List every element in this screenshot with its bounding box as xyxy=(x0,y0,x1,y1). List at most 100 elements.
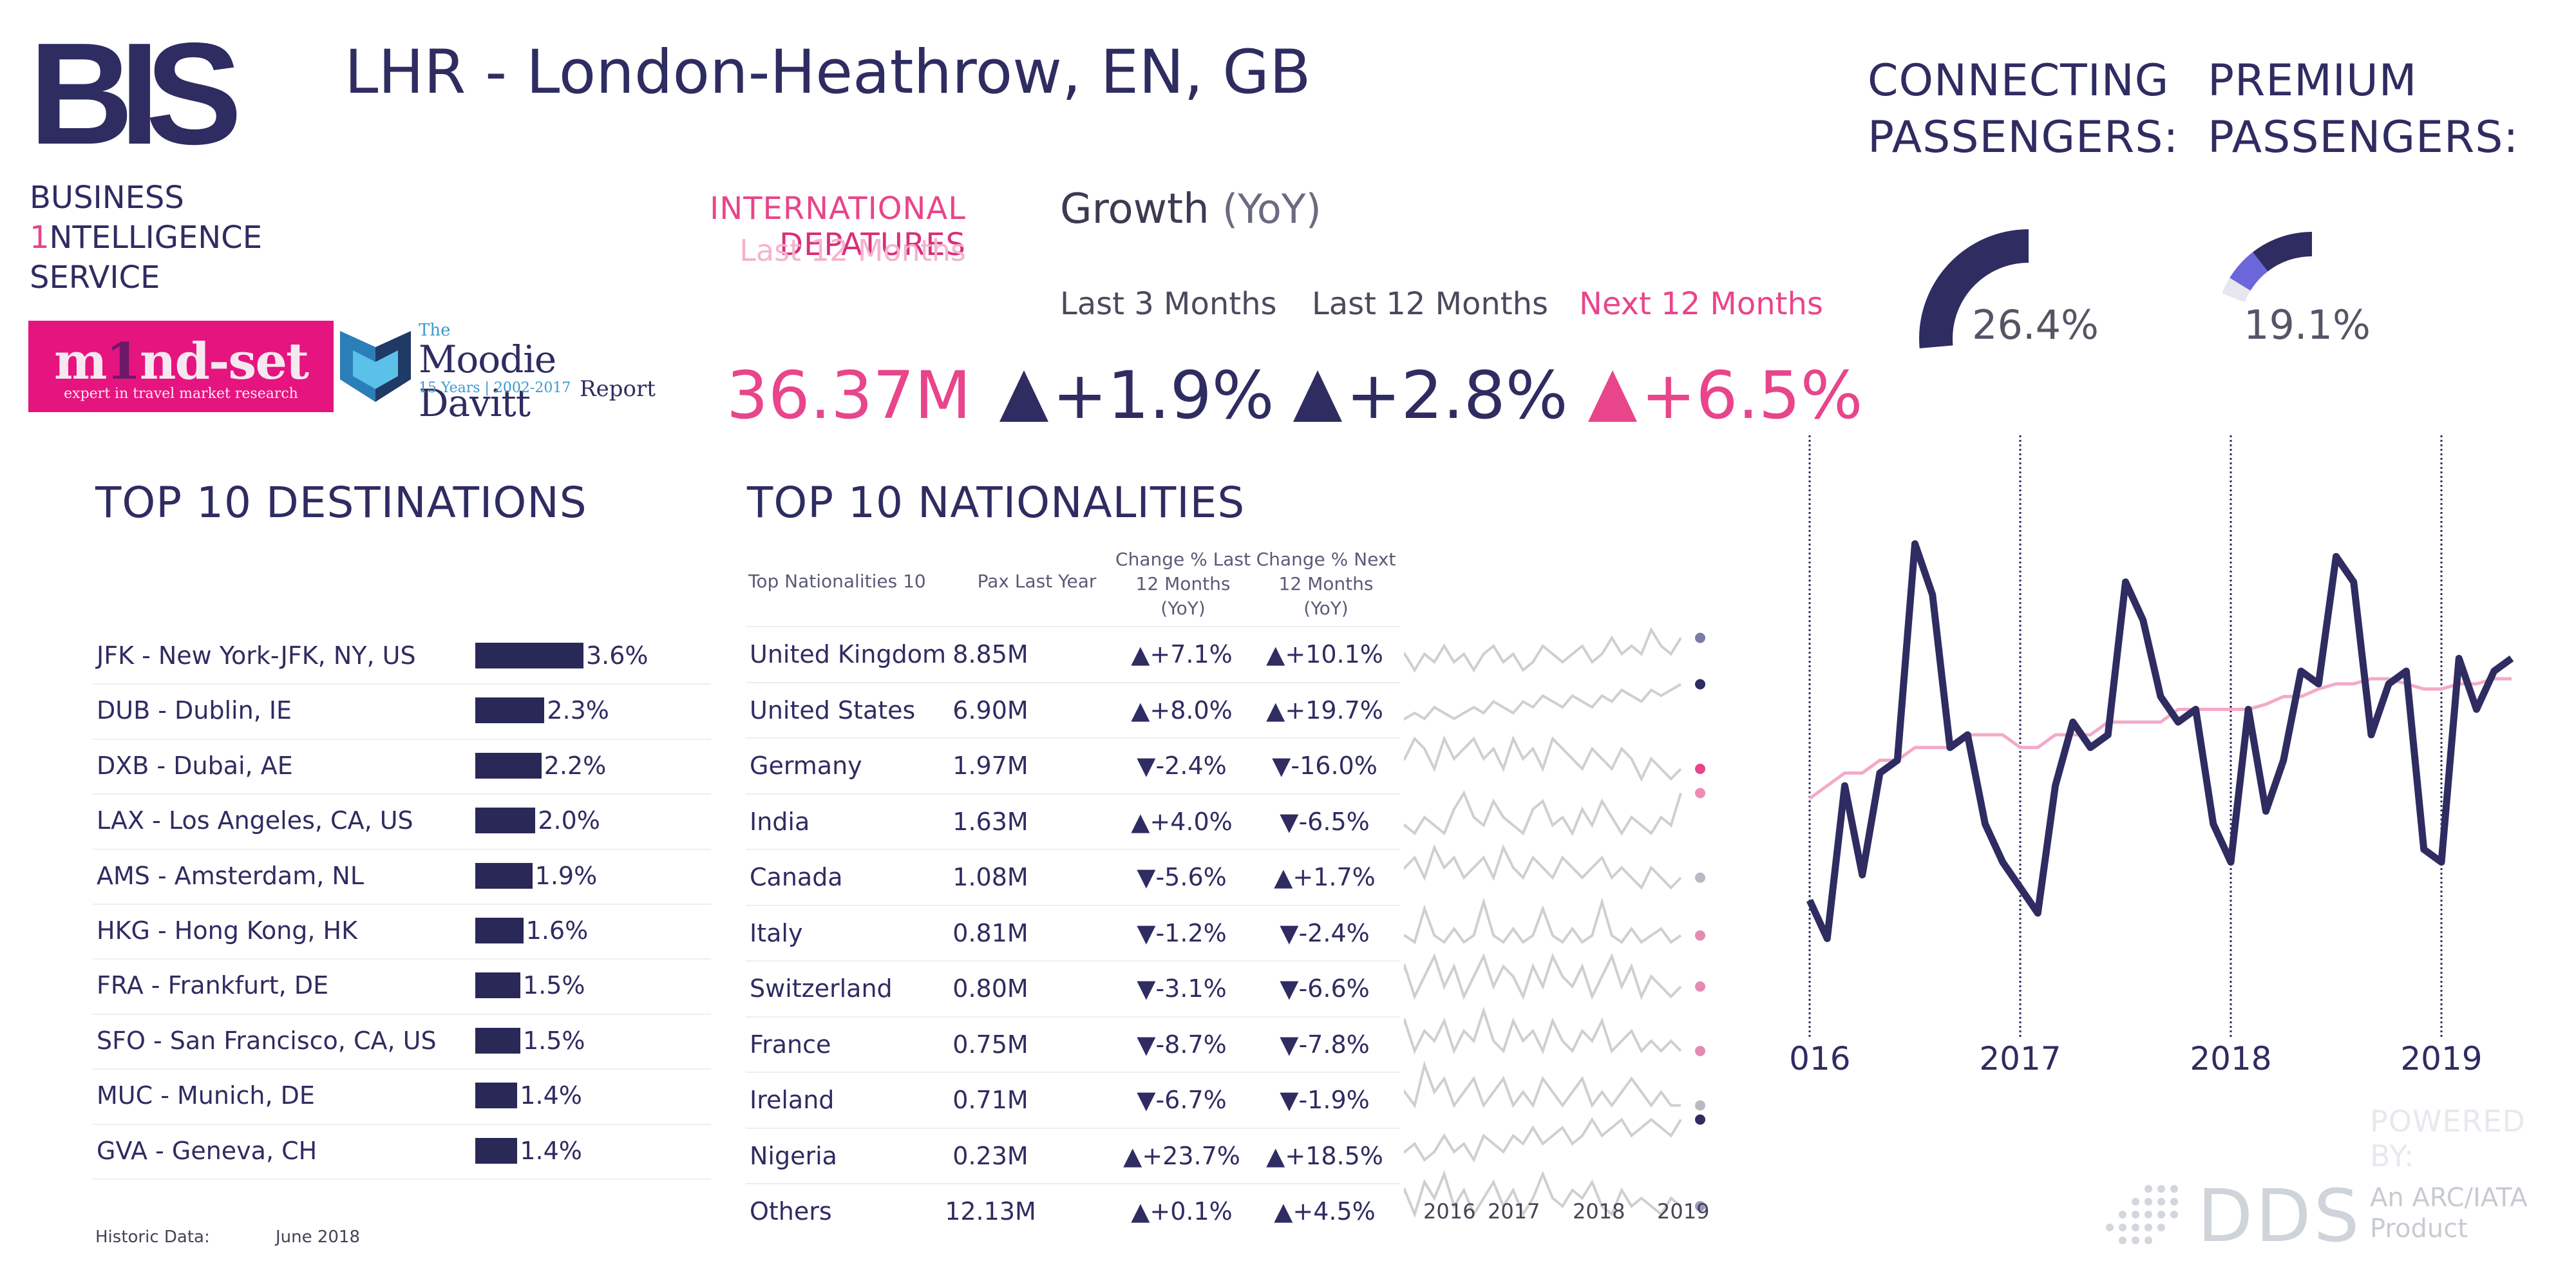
destination-bar xyxy=(475,1027,520,1054)
nat-header-change-last-2: 12 Months xyxy=(1135,573,1231,594)
destination-bar xyxy=(475,697,545,724)
sparkline-end-dot xyxy=(1695,679,1705,690)
mindset-one: 1 xyxy=(106,332,141,391)
sparkline xyxy=(1404,952,1682,1000)
x-tick-label: 2016 xyxy=(1790,1040,1851,1077)
departures-label-b: DEPATURES xyxy=(779,227,966,263)
destination-pct: 1.4% xyxy=(520,1136,582,1165)
destination-row: GVA - Geneva, CH 1.4% xyxy=(93,1125,711,1180)
nationalities-table: United Kingdom 8.85M ▲+7.1% ▲+10.1% United S… xyxy=(746,626,1400,1239)
sparkline-end-dot xyxy=(1695,1201,1705,1211)
nationality-change-next: ▲+4.5% xyxy=(1274,1197,1376,1226)
bis-line-2: 1NTELLIGENCE xyxy=(30,218,262,258)
moodie-the: The xyxy=(419,321,451,340)
dds-subtitle-2: Product xyxy=(2370,1214,2468,1244)
nationality-row: United States 6.90M ▲+8.0% ▲+19.7% xyxy=(746,681,1400,738)
destination-row: DUB - Dublin, IE 2.3% xyxy=(93,685,711,740)
connecting-label-1: CONNECTING xyxy=(1868,55,2170,106)
nationality-name: India xyxy=(750,807,810,836)
nationality-pax: 0.75M xyxy=(952,1030,1028,1059)
nationality-change-next: ▼-6.5% xyxy=(1280,807,1370,836)
destination-bar xyxy=(475,862,533,889)
nationality-pax: 0.71M xyxy=(952,1086,1028,1114)
nationality-change-next: ▲+10.1% xyxy=(1266,640,1383,668)
destination-name: DUB - Dublin, IE xyxy=(97,696,292,725)
nationality-pax: 0.81M xyxy=(952,918,1028,947)
departures-label: INTERNATIONAL DEPATURES xyxy=(528,191,966,263)
moodie-report: Report xyxy=(580,376,656,402)
destination-pct: 1.4% xyxy=(520,1081,582,1110)
nationality-name: Nigeria xyxy=(750,1141,837,1170)
nat-header-change-last-1: Change % Last xyxy=(1115,549,1251,570)
page-title: LHR - London-Heathrow, EN, GB xyxy=(345,37,1311,108)
sparkline-end-dot xyxy=(1695,763,1705,774)
nationality-change-last: ▲+8.0% xyxy=(1131,696,1233,724)
nationality-change-next: ▼-6.6% xyxy=(1280,974,1370,1003)
sparkline-year-label: 2018 xyxy=(1573,1199,1625,1224)
destination-pct: 1.9% xyxy=(535,861,598,890)
departures-trend-chart: 2016 2017 2018 2019 xyxy=(1790,435,2514,1077)
sparkline xyxy=(1404,897,1682,945)
premium-label-1: PREMIUM xyxy=(2208,55,2418,106)
x-tick-label: 2019 xyxy=(2400,1040,2482,1077)
sparkline-end-dot xyxy=(1695,872,1705,883)
sparkline xyxy=(1404,683,1682,721)
destination-pct: 2.3% xyxy=(547,696,609,725)
sparkline xyxy=(1404,1170,1682,1218)
growth-value-last-3: +1.9% xyxy=(999,357,1274,434)
mindset-m: m xyxy=(53,332,108,391)
nationality-pax: 1.97M xyxy=(952,752,1028,780)
nationality-name: France xyxy=(750,1030,831,1059)
premium-gauge-arc xyxy=(2253,232,2312,272)
departures-value: 36.37M xyxy=(726,357,972,434)
mindset-wordmark: m1nd-set xyxy=(28,332,334,391)
growth-value-last-12: +2.8% xyxy=(1293,357,1568,434)
destination-name: AMS - Amsterdam, NL xyxy=(97,861,364,890)
nat-header-change-next-2: 12 Months xyxy=(1278,573,1374,594)
destination-row: LAX - Los Angeles, CA, US 2.0% xyxy=(93,795,711,850)
sparkline-end-dot xyxy=(1695,1114,1705,1125)
nationality-sparklines: 2016 2017 2018 2019 xyxy=(1404,627,1709,1224)
premium-label: PREMIUM PASSENGERS: xyxy=(2208,53,2519,166)
nationality-name: Switzerland xyxy=(750,974,893,1003)
destination-row: JFK - New York-JFK, NY, US 3.6% xyxy=(93,630,711,685)
nat-header-pax: Pax Last Year xyxy=(977,571,1097,592)
nat-header-change-last-3: (YoY) xyxy=(1160,598,1206,619)
nationality-change-next: ▼-16.0% xyxy=(1272,752,1378,780)
bis-logo: BIS xyxy=(29,29,251,158)
destination-name: DXB - Dubai, AE xyxy=(97,751,293,780)
growth-value-next-12-text: +6.5% xyxy=(1641,357,1863,434)
destinations-title: TOP 10 DESTINATIONS xyxy=(95,478,587,527)
destination-bar xyxy=(475,972,520,999)
nationality-change-last: ▼-5.6% xyxy=(1137,863,1227,891)
series-line-actual xyxy=(1806,540,2514,942)
nationality-change-last: ▲+0.1% xyxy=(1131,1197,1233,1226)
departures-period: Last 12 Months xyxy=(739,233,966,268)
connecting-label-2: PASSENGERS: xyxy=(1868,112,2179,163)
sparkline xyxy=(1404,627,1682,673)
nationality-change-last: ▲+23.7% xyxy=(1123,1141,1240,1170)
nat-header-change-next: Change % Next 12 Months (YoY) xyxy=(1252,547,1400,621)
growth-value-next-12: +6.5% xyxy=(1588,357,1863,434)
nationality-change-last: ▲+4.0% xyxy=(1131,807,1233,836)
nationality-row: India 1.63M ▲+4.0% ▼-6.5% xyxy=(746,793,1400,849)
sparkline-end-dot xyxy=(1695,1100,1705,1111)
mindset-tagline: expert in travel market research xyxy=(64,386,298,402)
dds-subtitle: An ARC/IATA Product xyxy=(2370,1182,2528,1244)
nationality-pax: 0.23M xyxy=(952,1141,1028,1170)
sparkline xyxy=(1404,790,1682,837)
historic-data-value: June 2018 xyxy=(276,1227,361,1247)
destination-row: SFO - San Francisco, CA, US 1.5% xyxy=(93,1015,711,1070)
destination-pct: 1.5% xyxy=(523,1026,585,1055)
moodie-shield-icon xyxy=(340,331,411,402)
destination-name: GVA - Geneva, CH xyxy=(97,1136,317,1165)
growth-period-next-12: Next 12 Months xyxy=(1579,286,1823,322)
premium-label-2: PASSENGERS: xyxy=(2208,112,2519,163)
nationality-change-last: ▼-1.2% xyxy=(1137,918,1227,947)
premium-value: 19.1% xyxy=(2244,301,2371,348)
destination-pct: 1.6% xyxy=(526,916,589,945)
dds-logo-text: DDS xyxy=(2197,1175,2362,1258)
destination-pct: 2.2% xyxy=(544,751,607,780)
nationality-change-last: ▼-2.4% xyxy=(1137,752,1227,780)
bis-line-1: BUSINESS xyxy=(30,180,184,216)
